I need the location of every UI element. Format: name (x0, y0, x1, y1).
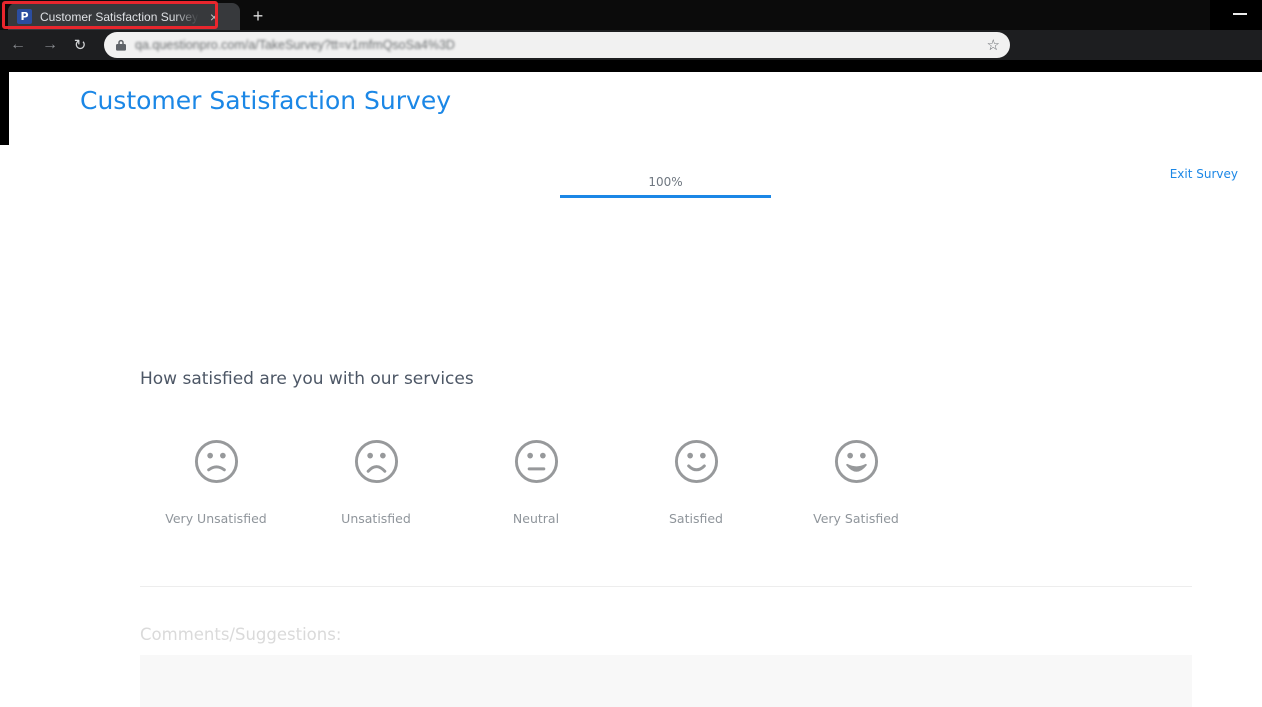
option-very-satisfied[interactable]: Very Satisfied (776, 438, 936, 526)
window-left-edge (0, 72, 9, 145)
question-text: How satisfied are you with our services (140, 369, 474, 389)
option-neutral[interactable]: Neutral (456, 438, 616, 526)
comments-label: Comments/Suggestions: (140, 625, 342, 644)
tab-close-icon[interactable]: × (209, 8, 219, 25)
comments-textarea[interactable] (140, 655, 1192, 707)
progress-bar (560, 195, 771, 198)
exit-survey-link[interactable]: Exit Survey (1169, 167, 1238, 181)
face-neutral-icon (514, 439, 558, 484)
option-label: Very Satisfied (813, 511, 899, 526)
face-very-unsatisfied-icon (194, 439, 238, 484)
option-label: Neutral (512, 511, 560, 526)
tab-strip: P Customer Satisfaction Survey - O × + (0, 0, 1262, 30)
questionpro-favicon-icon: P (17, 9, 32, 24)
bookmark-star-icon[interactable]: ☆ (986, 36, 1000, 54)
back-button[interactable]: ← (10, 36, 26, 53)
padlock-icon (116, 39, 126, 51)
browser-tab[interactable]: P Customer Satisfaction Survey - O × (8, 3, 240, 30)
option-very-unsatisfied[interactable]: Very Unsatisfied (136, 438, 296, 526)
toolbar-bottom-edge (0, 60, 1262, 72)
option-label: Unsatisfied (341, 511, 411, 526)
progress-bar-fill (560, 195, 771, 198)
face-unsatisfied-icon (354, 439, 398, 484)
address-bar[interactable]: qa.questionpro.com/a/TakeSurvey?tt=v1mfm… (104, 32, 1010, 58)
forward-button[interactable]: → (42, 36, 58, 53)
option-unsatisfied[interactable]: Unsatisfied (296, 438, 456, 526)
tab-title: Customer Satisfaction Survey - O (40, 9, 202, 24)
survey-page: Customer Satisfaction Survey 100% Exit S… (0, 72, 1262, 707)
option-satisfied[interactable]: Satisfied (616, 438, 776, 526)
satisfaction-options: Very Unsatisfied Unsatisfied Neu (136, 438, 936, 526)
progress-percent-label: 100% (648, 175, 683, 189)
new-tab-button[interactable]: + (252, 5, 264, 26)
window-minimize-button[interactable] (1233, 13, 1247, 15)
section-divider (140, 586, 1192, 587)
titlebar-area (1210, 0, 1262, 30)
page-title: Customer Satisfaction Survey (80, 86, 452, 115)
browser-toolbar: ← → ↻ qa.questionpro.com/a/TakeSurvey?tt… (0, 30, 1262, 86)
option-label: Satisfied (669, 511, 723, 526)
face-very-satisfied-icon (834, 439, 878, 484)
reload-button[interactable]: ↻ (73, 37, 87, 54)
option-label: Very Unsatisfied (165, 511, 267, 526)
url-text: qa.questionpro.com/a/TakeSurvey?tt=v1mfm… (135, 38, 455, 52)
face-satisfied-icon (674, 439, 718, 484)
